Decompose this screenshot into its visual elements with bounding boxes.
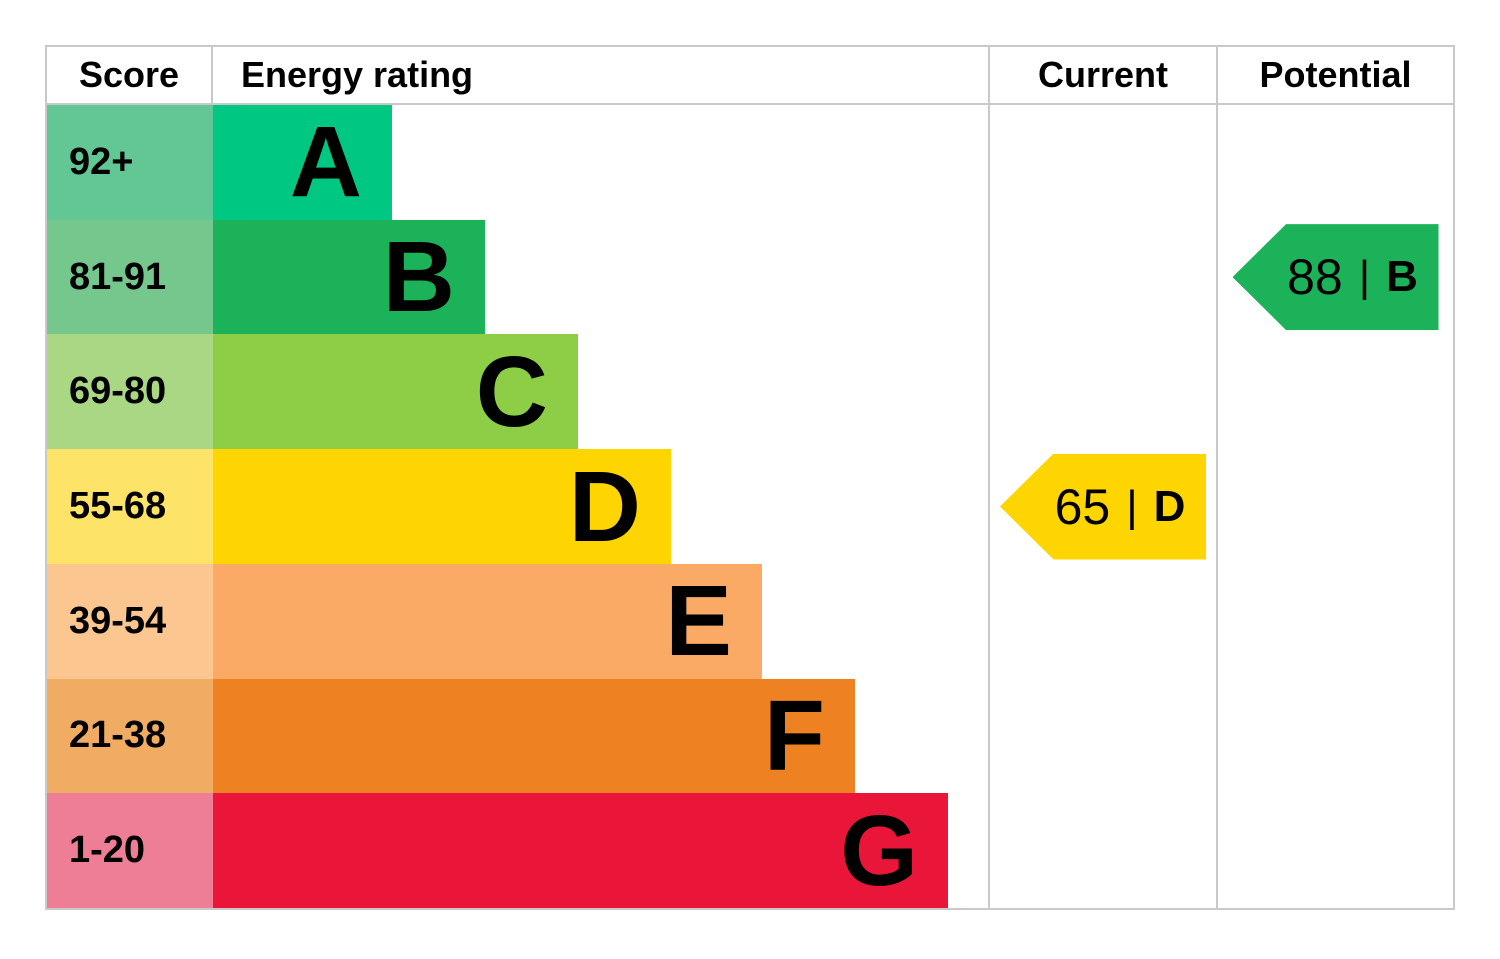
band-row-f: 21-38 F [47, 678, 1453, 794]
potential-cell-a [1216, 105, 1453, 220]
score-range-a: 92+ [47, 105, 213, 220]
rating-letter-e: E [665, 565, 732, 678]
score-range-d: 55-68 [47, 449, 213, 564]
rating-letter-f: F [763, 679, 825, 792]
score-range-g: 1-20 [47, 793, 213, 909]
potential-cell-f [1216, 678, 1453, 794]
potential-column-header: Potential [1216, 47, 1453, 103]
energy-rating-column-header: Energy rating [241, 54, 474, 95]
rating-letter-a: A [289, 106, 362, 219]
band-row-a: 92+ A [47, 105, 1453, 220]
rating-bar-c: C [213, 334, 578, 450]
current-cell-a [988, 105, 1216, 220]
potential-cell-c [1216, 334, 1453, 450]
current-rating-letter: D [1153, 481, 1186, 531]
bar-area-g: G [213, 793, 988, 909]
score-range-b: 81-91 [47, 219, 213, 335]
band-row-c: 69-80 C [47, 334, 1453, 450]
potential-rating-letter: B [1386, 252, 1418, 302]
band-row-e: 39-54 E [47, 563, 1453, 679]
rating-bar-b: B [213, 219, 485, 335]
current-column-header: Current [988, 47, 1216, 103]
bar-area-b: B [213, 219, 988, 335]
rating-bar-a: A [213, 105, 392, 220]
current-score-value: 65 [1054, 478, 1111, 535]
potential-score-value: 88 [1287, 249, 1343, 306]
epc-rating-chart: Score Energy rating Current Potential 92… [45, 45, 1455, 910]
current-cell-f [988, 678, 1216, 794]
band-row-d: 55-68 D 65 | D [47, 449, 1453, 564]
bar-area-f: F [213, 678, 988, 794]
current-separator: | [1126, 481, 1138, 531]
rating-letter-g: G [840, 794, 918, 907]
current-cell-g [988, 793, 1216, 909]
bar-area-e: E [213, 563, 988, 679]
bar-area-c: C [213, 334, 988, 450]
band-row-b: 81-91 B 88 | B [47, 219, 1453, 335]
current-cell-d: 65 | D [988, 449, 1216, 564]
bar-area-a: A [213, 105, 988, 220]
score-range-e: 39-54 [47, 563, 213, 679]
potential-cell-b: 88 | B [1216, 219, 1453, 335]
score-range-c: 69-80 [47, 334, 213, 450]
rating-letter-d: D [568, 450, 641, 563]
bar-area-d: D [213, 449, 988, 564]
potential-cell-e [1216, 563, 1453, 679]
header-row: Score Energy rating Current Potential [47, 47, 1453, 105]
score-range-f: 21-38 [47, 678, 213, 794]
potential-cell-g [1216, 793, 1453, 909]
rating-bar-d: D [213, 449, 671, 564]
current-cell-b [988, 219, 1216, 335]
rating-bar-f: F [213, 678, 855, 794]
rating-letter-b: B [382, 221, 455, 334]
rating-bar-e: E [213, 563, 762, 679]
potential-separator: | [1358, 252, 1371, 302]
potential-rating-arrow: 88 | B [1232, 224, 1439, 331]
band-row-g: 1-20 G [47, 793, 1453, 909]
current-cell-e [988, 563, 1216, 679]
rating-bar-g: G [213, 793, 948, 909]
rating-letter-c: C [475, 335, 548, 448]
score-column-header: Score [47, 47, 213, 103]
potential-cell-d [1216, 449, 1453, 564]
current-cell-c [988, 334, 1216, 450]
current-rating-arrow: 65 | D [1000, 453, 1206, 560]
